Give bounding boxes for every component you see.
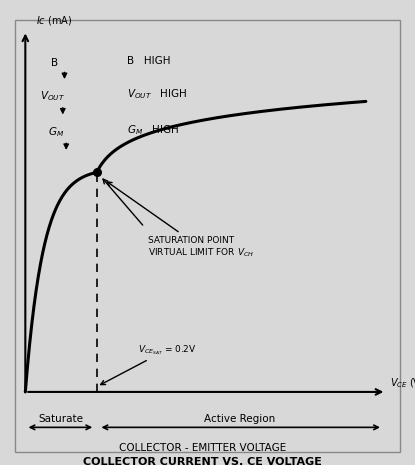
Text: $V_{OUT}$   HIGH: $V_{OUT}$ HIGH (127, 87, 188, 101)
Text: $Ic$ (mA): $Ic$ (mA) (36, 14, 72, 27)
Text: COLLECTOR CURRENT VS. CE VOLTAGE: COLLECTOR CURRENT VS. CE VOLTAGE (83, 458, 322, 465)
Text: B   HIGH: B HIGH (127, 56, 171, 66)
Text: COLLECTOR - EMITTER VOLTAGE: COLLECTOR - EMITTER VOLTAGE (119, 443, 286, 453)
Text: $G_M$   HIGH: $G_M$ HIGH (127, 123, 180, 137)
Text: Saturate: Saturate (39, 414, 83, 424)
Text: $V_{CE_{SAT}}$ = 0.2V: $V_{CE_{SAT}}$ = 0.2V (101, 343, 196, 385)
Text: Active Region: Active Region (204, 414, 276, 424)
Text: $V_{OUT}$: $V_{OUT}$ (40, 89, 65, 103)
Text: $V_{CE}$ (V): $V_{CE}$ (V) (390, 377, 415, 390)
Text: B: B (51, 58, 58, 68)
Text: $G_M$: $G_M$ (48, 125, 64, 139)
Text: SATURATION POINT
VIRTUAL LIMIT FOR $V_{CH}$: SATURATION POINT VIRTUAL LIMIT FOR $V_{C… (107, 182, 254, 259)
